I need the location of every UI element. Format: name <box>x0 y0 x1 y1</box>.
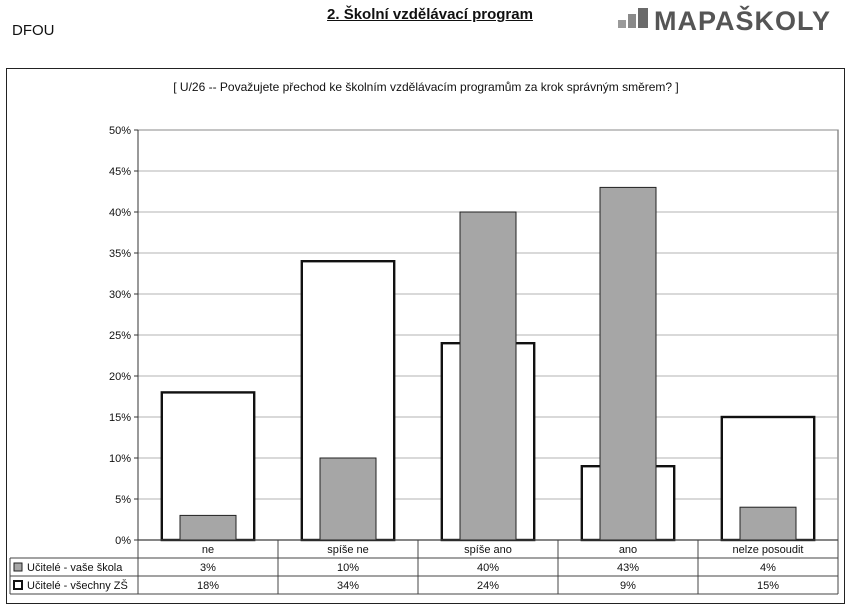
report-code: DFOU <box>12 22 55 39</box>
y-tick-label: 35% <box>109 248 131 260</box>
chart-question: [ U/26 -- Považujete přechod ke školním … <box>173 80 679 94</box>
section-title: 2. Školní vzdělávací program <box>327 6 533 23</box>
y-tick-label: 10% <box>109 453 131 465</box>
legend-label: Učitelé - vaše škola <box>27 562 123 574</box>
x-category-label: nelze posoudit <box>733 544 804 556</box>
mapaskoly-logo: MAPAŠKOLY <box>618 5 831 36</box>
y-tick-label: 30% <box>109 289 131 301</box>
bar-vase-skola <box>599 186 657 541</box>
x-category-label: spíše ano <box>464 544 512 556</box>
data-table-value: 18% <box>197 580 219 592</box>
data-table-value: 24% <box>477 580 499 592</box>
data-table-value: 3% <box>200 562 216 574</box>
y-tick-label: 50% <box>109 125 131 137</box>
bar-vase-skola <box>319 457 377 541</box>
data-table-value: 9% <box>620 580 636 592</box>
legend-key-vase-skola <box>13 562 23 572</box>
y-tick-label: 5% <box>115 494 131 506</box>
y-tick-label: 45% <box>109 166 131 178</box>
data-table-value: 34% <box>337 580 359 592</box>
bar-vase-skola <box>739 506 797 541</box>
svg-text:MAPAŠKOLY: MAPAŠKOLY <box>654 5 831 36</box>
legend-key-vsechny-zs <box>13 580 23 590</box>
y-tick-label: 40% <box>109 207 131 219</box>
legend-label: Učitelé - všechny ZŠ <box>27 579 128 592</box>
data-table-value: 43% <box>617 562 639 574</box>
y-tick-label: 0% <box>115 535 131 547</box>
data-table-value: 10% <box>337 562 359 574</box>
chart-frame <box>6 68 845 604</box>
data-table-value: 40% <box>477 562 499 574</box>
x-category-label: spíše ne <box>327 544 369 556</box>
data-table-value: 15% <box>757 580 779 592</box>
bar-vase-skola <box>179 514 237 541</box>
x-category-label: ano <box>619 544 637 556</box>
bar-vase-skola <box>459 211 517 541</box>
data-table-value: 4% <box>760 562 776 574</box>
y-tick-label: 20% <box>109 371 131 383</box>
y-tick-label: 25% <box>109 330 131 342</box>
x-category-label: ne <box>202 544 214 556</box>
y-tick-label: 15% <box>109 412 131 424</box>
